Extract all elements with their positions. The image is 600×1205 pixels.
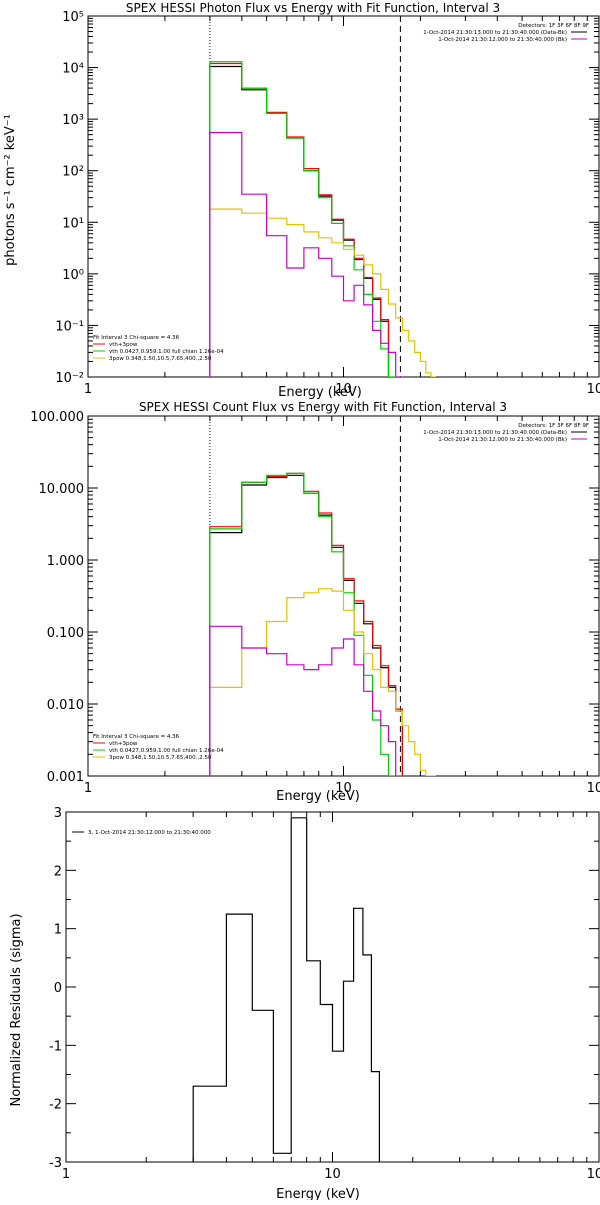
resid-y-tick-label: 2 [54, 864, 62, 879]
resid-x-tick-label: 1 [62, 1167, 70, 1182]
photon-fit-line: vth+3pow [109, 342, 138, 348]
resid-x-tick-label: 100 [587, 1167, 600, 1182]
count-x-tick-label: 1 [84, 781, 92, 796]
count-y-tick-label: 1.000 [47, 554, 84, 569]
resid-x-tick-label: 10 [324, 1167, 341, 1182]
photon-fit-header: Fit Interval 3 Chi-square = 4.36 [93, 335, 180, 341]
photon-info-detectors: Detectors: 1F 3F 6F 8F 9F [518, 23, 589, 29]
photon-x-tick-label: 1 [84, 382, 92, 397]
photon-y-tick-label: 10² [62, 165, 84, 180]
photon-x-tick-label: 10 [335, 382, 352, 397]
photon-y-tick-label: 10⁻² [55, 371, 84, 386]
resid-chart-ylabel: Normalized Residuals (sigma) [9, 913, 24, 1106]
resid-y-tick-label: 3 [54, 806, 62, 821]
photon-series-data [209, 65, 390, 377]
photon-series-residual [209, 131, 403, 377]
count-series-data [209, 474, 403, 776]
photon-y-tick-label: 10⁵ [62, 10, 84, 25]
resid-legend-text: 3, 1-Oct-2014 21:30:12.000 to 21:30:40.0… [88, 830, 211, 836]
photon-series-total [209, 62, 390, 377]
count-series-power-law [209, 588, 436, 776]
count-fit-header: Fit Interval 3 Chi-square = 4.36 [93, 734, 180, 740]
photon-y-tick-label: 10¹ [62, 216, 84, 231]
count-fit-line: vth 0.0427,0.959,1.00 full chian 1.26e-0… [109, 748, 224, 754]
photon-y-tick-label: 10³ [62, 113, 84, 128]
photon-info-bk: 1-Oct-2014 21:30:12.000 to 21:30:40.000 … [438, 37, 567, 43]
resid-series-residual [192, 817, 380, 1162]
photon-chart-xlabel: Energy (keV) [278, 385, 362, 400]
count-y-tick-label: 0.100 [47, 626, 84, 641]
count-info-detectors: Detectors: 1F 3F 6F 8F 9F [518, 423, 589, 429]
resid-y-tick-label: -2 [49, 1098, 62, 1113]
resid-chart-xlabel: Energy (keV) [276, 1187, 360, 1200]
count-series-residual [209, 625, 403, 776]
photon-y-tick-label: 10⁻¹ [55, 319, 84, 334]
count-chart-xlabel: Energy (keV) [276, 789, 360, 804]
count-chart-title: SPEX HESSI Count Flux vs Energy with Fit… [139, 400, 507, 414]
resid-plot-frame [65, 811, 600, 1163]
resid-y-tick-label: 1 [54, 923, 62, 938]
photon-fit-line: vth 0.0427,0.959,1.00 full chian 1.26e-0… [109, 349, 224, 355]
count-x-tick-label: 100 [587, 781, 600, 796]
count-y-tick-label: 10.000 [39, 482, 85, 497]
resid-y-tick-label: -1 [49, 1039, 62, 1054]
count-y-tick-label: 100.000 [30, 410, 84, 425]
resid-y-tick-label: 0 [54, 981, 62, 996]
count-info-bk: 1-Oct-2014 21:30:12.000 to 21:30:40.000 … [438, 437, 567, 443]
photon-y-tick-label: 10⁴ [62, 62, 84, 77]
count-y-tick-label: 0.001 [47, 770, 84, 785]
resid-y-tick-label: -3 [49, 1156, 62, 1171]
count-fit-line: 3pow 0.348,1.50,10.5,7.65,400.,2.50 [109, 755, 212, 761]
count-series-thermal [209, 472, 396, 776]
photon-y-tick-label: 10⁰ [62, 268, 84, 283]
photon-series-power-law [209, 208, 436, 377]
count-series-total [209, 472, 403, 776]
count-fit-line: vth+3pow [109, 741, 138, 747]
count-info-databk: 1-Oct-2014 21:30:13.000 to 21:30:40.000 … [423, 430, 567, 436]
count-x-tick-label: 10 [335, 781, 352, 796]
photon-series-thermal [209, 61, 396, 377]
count-y-tick-label: 0.010 [47, 698, 84, 713]
photon-x-tick-label: 100 [587, 382, 600, 397]
photon-fit-line: 3pow 0.348,1.50,10.5,7.65,400.,2.50 [109, 356, 212, 362]
photon-info-databk: 1-Oct-2014 21:30:13.000 to 21:30:40.000 … [423, 30, 567, 36]
photon-chart-ylabel: photons s⁻¹ cm⁻² keV⁻¹ [3, 114, 18, 266]
photon-chart-title: SPEX HESSI Photon Flux vs Energy with Fi… [126, 1, 500, 15]
photon-plot-frame [87, 15, 600, 378]
